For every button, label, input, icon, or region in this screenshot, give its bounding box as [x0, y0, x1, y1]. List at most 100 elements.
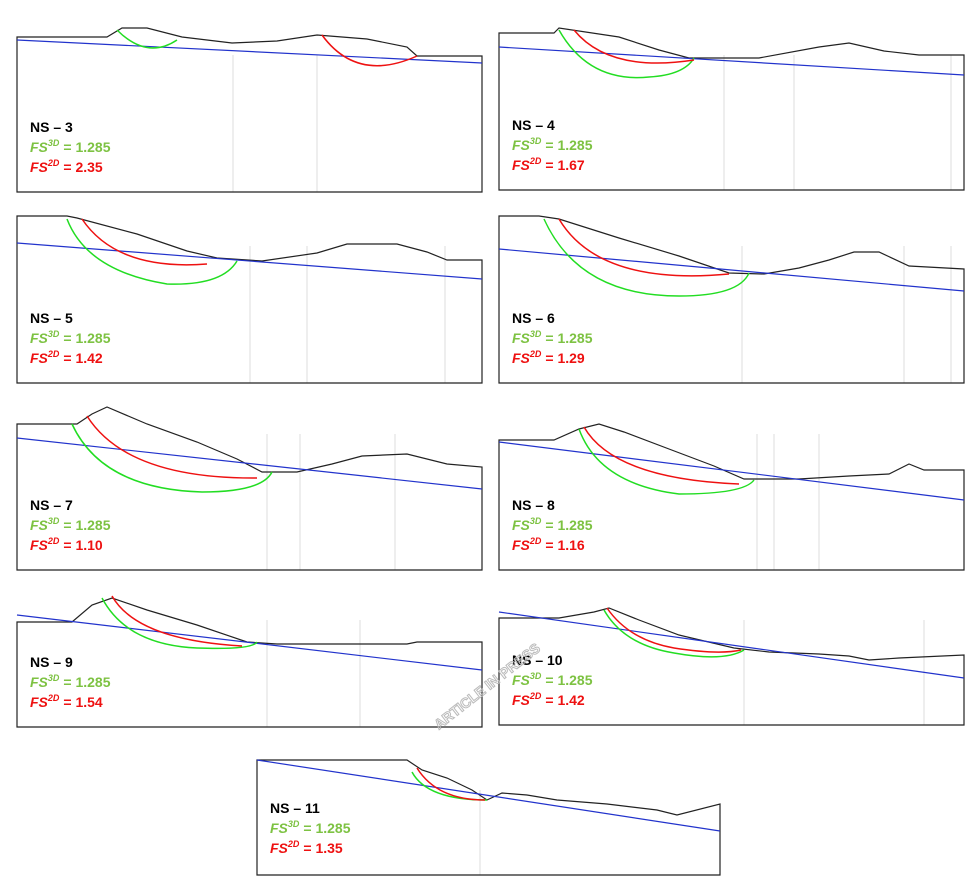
fs-superscript: 3D	[48, 138, 60, 148]
slip-surface-2d	[558, 218, 730, 277]
water-table	[16, 437, 483, 490]
fs-symbol: FS	[30, 517, 49, 533]
water-table	[498, 441, 965, 501]
fs-value: = 1.285	[303, 820, 350, 836]
fs-symbol: FS	[512, 330, 531, 346]
fs-superscript: 2D	[529, 536, 542, 546]
fs-superscript: 3D	[48, 329, 60, 339]
fs-symbol: FS	[30, 537, 49, 553]
section-panel: NS – 6 FS3D = 1.285 FS2D = 1.29	[498, 215, 965, 384]
section-name: NS – 5	[30, 310, 73, 326]
slip-surface-2d	[111, 595, 243, 647]
fs-symbol: FS	[270, 840, 289, 856]
fs-symbol: FS	[30, 674, 49, 690]
ground-profile	[498, 27, 965, 191]
slip-surface-3d	[71, 423, 273, 493]
ground-profile	[16, 597, 483, 728]
slip-surface-2d	[416, 767, 486, 801]
fs-symbol: FS	[512, 137, 531, 153]
fs2d-label: FS2D = 1.42	[30, 349, 103, 366]
fs3d-label: FS3D = 1.285	[512, 329, 593, 346]
slip-surface-3d	[116, 29, 178, 49]
ground-profile	[16, 406, 483, 571]
fs2d-label: FS2D = 1.29	[512, 349, 585, 366]
fs-superscript: 3D	[530, 516, 542, 526]
slip-surface-2d	[583, 426, 740, 485]
slip-surface-2d	[321, 34, 418, 67]
fs-superscript: 3D	[530, 671, 542, 681]
water-table	[498, 248, 965, 292]
ground-profile	[498, 215, 965, 384]
section-name: NS – 4	[512, 117, 555, 133]
fs2d-label: FS2D = 1.10	[30, 536, 103, 553]
fs-symbol: FS	[512, 517, 531, 533]
fs-superscript: 2D	[287, 839, 300, 849]
fs-superscript: 3D	[530, 136, 542, 146]
fs-value: = 1.285	[545, 672, 592, 688]
fs-value: = 1.285	[545, 137, 592, 153]
fs-value: = 1.54	[63, 694, 103, 710]
fs-value: = 1.285	[63, 517, 110, 533]
fs-value: = 1.285	[63, 674, 110, 690]
fs-superscript: 2D	[47, 693, 60, 703]
section-name: NS – 6	[512, 310, 555, 326]
section-name: NS – 7	[30, 497, 73, 513]
fs-value: = 1.285	[545, 330, 592, 346]
fs-value: = 1.42	[63, 350, 103, 366]
section-name: NS – 11	[270, 800, 320, 816]
fs3d-label: FS3D = 1.285	[270, 819, 351, 836]
slip-surface-3d	[543, 218, 750, 297]
fs-value: = 2.35	[63, 159, 103, 175]
fs-superscript: 2D	[47, 158, 60, 168]
fs-superscript: 3D	[48, 673, 60, 683]
fs-superscript: 2D	[529, 691, 542, 701]
fs3d-label: FS3D = 1.285	[30, 138, 111, 155]
fs-symbol: FS	[512, 537, 531, 553]
fs-symbol: FS	[30, 159, 49, 175]
fs-value: = 1.285	[545, 517, 592, 533]
water-table	[498, 611, 965, 679]
fs-value: = 1.16	[545, 537, 585, 553]
fs3d-label: FS3D = 1.285	[30, 329, 111, 346]
fs2d-label: FS2D = 1.16	[512, 536, 585, 553]
ground-profile	[16, 27, 483, 193]
ground-profile	[498, 607, 965, 726]
fs2d-label: FS2D = 1.54	[30, 693, 103, 710]
water-table	[16, 242, 483, 280]
fs-value: = 1.42	[545, 692, 585, 708]
ground-profile	[16, 215, 483, 384]
fs-superscript: 2D	[47, 349, 60, 359]
slip-surface-2d	[86, 415, 258, 479]
section-name: NS – 8	[512, 497, 555, 513]
fs2d-label: FS2D = 2.35	[30, 158, 103, 175]
fs-symbol: FS	[512, 157, 531, 173]
fs-value: = 1.35	[303, 840, 343, 856]
slip-surface-2d	[81, 218, 208, 266]
fs-symbol: FS	[512, 350, 531, 366]
fs-symbol: FS	[30, 330, 49, 346]
slip-surface-3d	[66, 218, 238, 285]
water-table	[498, 46, 965, 76]
slip-surface-3d	[578, 428, 755, 495]
fs-superscript: 3D	[288, 819, 300, 829]
slip-surface-3d	[558, 29, 695, 79]
water-table	[16, 39, 483, 64]
fs-superscript: 2D	[47, 536, 60, 546]
fs2d-label: FS2D = 1.35	[270, 839, 343, 856]
fs-symbol: FS	[30, 139, 49, 155]
fs-value: = 1.29	[545, 350, 585, 366]
fs3d-label: FS3D = 1.285	[30, 516, 111, 533]
fs-symbol: FS	[270, 820, 289, 836]
fs3d-label: FS3D = 1.285	[512, 516, 593, 533]
fs2d-label: FS2D = 1.67	[512, 156, 585, 173]
fs3d-label: FS3D = 1.285	[30, 673, 111, 690]
fs-superscript: 3D	[48, 516, 60, 526]
